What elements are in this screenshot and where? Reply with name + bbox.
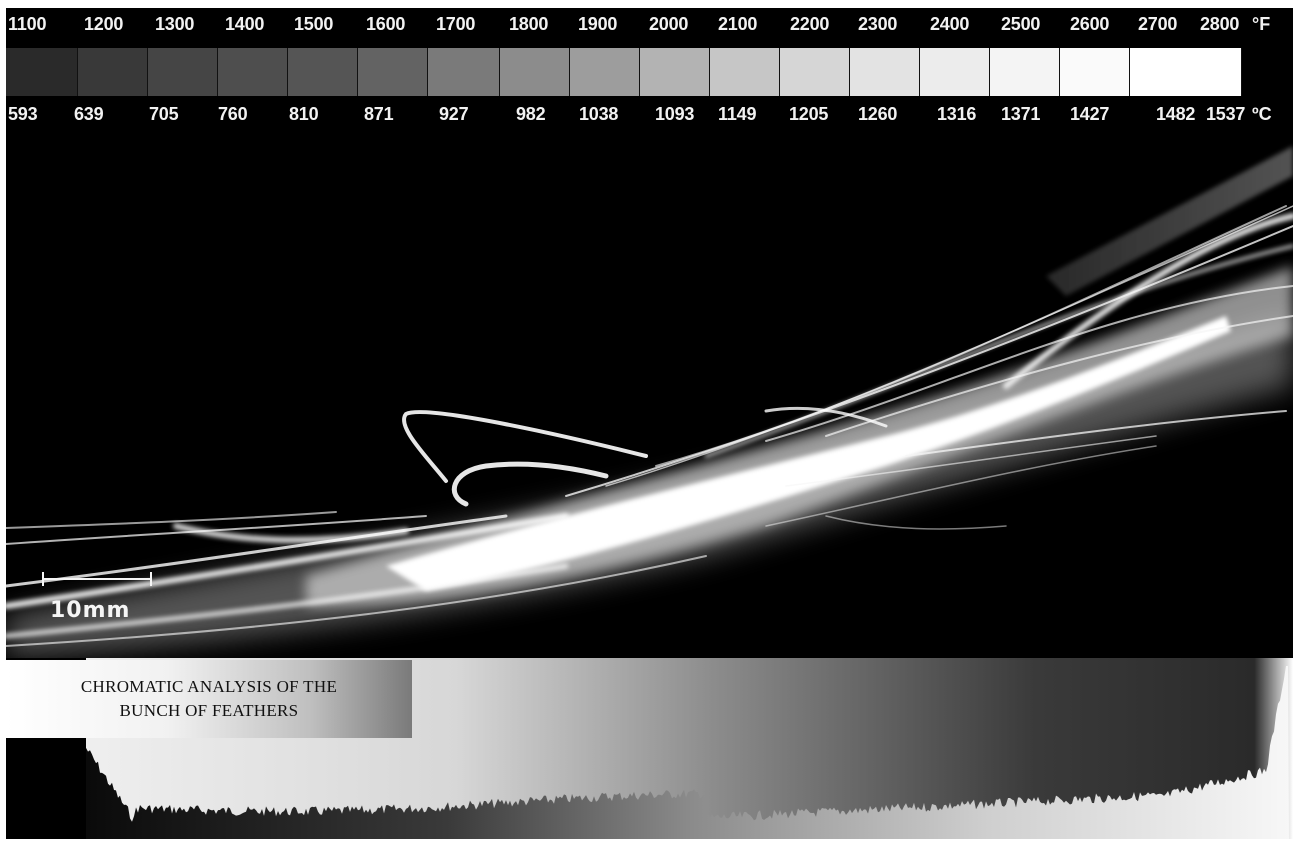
celsius-tick-label: 927 [439,104,469,124]
fahrenheit-tick-label: 1800 [509,14,549,34]
temperature-swatch [1060,48,1130,96]
temperature-swatch [288,48,358,96]
fahrenheit-tick-label: 2500 [1001,14,1041,34]
temperature-swatch [78,48,148,96]
scale-bar [42,566,154,596]
feather-streaks-graphic [6,136,1293,661]
fahrenheit-tick-label: 2800 [1200,14,1240,34]
fahrenheit-tick-label: 2700 [1138,14,1178,34]
temperature-swatch [218,48,288,96]
celsius-tick-label: 1371 [1001,104,1041,124]
celsius-tick-label: 1260 [858,104,898,124]
celsius-tick-label: 982 [516,104,546,124]
fahrenheit-tick-label: 2300 [858,14,898,34]
celsius-tick-row: 593 639 705 760 810 871 927 982 1038 1093 1149 1205… [6,98,1293,134]
temperature-swatch [428,48,500,96]
celsius-tick-label: 1038 [579,104,619,124]
temperature-swatch [850,48,920,96]
fahrenheit-tick-label: 1400 [225,14,265,34]
feather-burn-photo: 10mm [6,136,1293,661]
temperature-swatch [780,48,850,96]
fahrenheit-tick-label: 2600 [1070,14,1110,34]
celsius-tick-label: 1427 [1070,104,1110,124]
fahrenheit-tick-row: 1100 1200 1300 1400 1500 1600 1700 1800 1900 2000… [6,8,1293,44]
temperature-swatch [640,48,710,96]
fahrenheit-tick-label: 1200 [84,14,124,34]
fahrenheit-tick-label: 2200 [790,14,830,34]
fahrenheit-tick-label: 2400 [930,14,970,34]
fahrenheit-tick-label: 1300 [155,14,195,34]
temperature-swatch [148,48,218,96]
fahrenheit-tick-label: 1100 [8,14,47,34]
celsius-tick-label: 1149 [718,104,757,124]
fahrenheit-tick-label: 1700 [436,14,476,34]
histogram-title-line-2: BUNCH OF FEATHERS [119,701,299,720]
celsius-tick-label: 810 [289,104,319,124]
celsius-tick-label: 1316 [937,104,977,124]
temperature-swatch [1130,48,1242,96]
celsius-tick-label: 1205 [789,104,829,124]
thermal-image-frame: 1100 1200 1300 1400 1500 1600 1700 1800 1900 2000… [6,8,1293,839]
temperature-swatch [358,48,428,96]
temperature-swatch [710,48,780,96]
fahrenheit-tick-label: 2000 [649,14,689,34]
celsius-tick-label: 639 [74,104,104,124]
temperature-swatch [6,48,78,96]
scale-bar-label: 10mm [50,598,131,623]
celsius-tick-label: 1093 [655,104,695,124]
fahrenheit-tick-label: 1900 [578,14,618,34]
temperature-swatch [500,48,570,96]
temperature-swatch [920,48,990,96]
celsius-tick-label: 593 [8,104,38,124]
celsius-tick-label: 1537 [1206,104,1246,124]
grayscale-swatch-strip [6,48,1252,96]
histogram-title-line-1: CHROMATIC ANALYSIS OF THE [80,677,338,696]
fahrenheit-tick-label: 1600 [366,14,406,34]
celsius-tick-label: 760 [218,104,248,124]
celsius-unit-label: ºC [1252,104,1272,124]
temperature-swatch [570,48,640,96]
temperature-swatch [990,48,1060,96]
celsius-tick-label: 1482 [1156,104,1196,124]
fahrenheit-tick-label: 2100 [718,14,758,34]
celsius-tick-label: 705 [149,104,179,124]
fahrenheit-tick-label: 1500 [294,14,334,34]
fahrenheit-unit-label: °F [1252,14,1271,34]
celsius-tick-label: 871 [364,104,394,124]
histogram-title-box: CHROMATIC ANALYSIS OF THE BUNCH OF FEATH… [6,660,412,738]
temperature-scale: 1100 1200 1300 1400 1500 1600 1700 1800 1900 2000… [6,8,1293,136]
